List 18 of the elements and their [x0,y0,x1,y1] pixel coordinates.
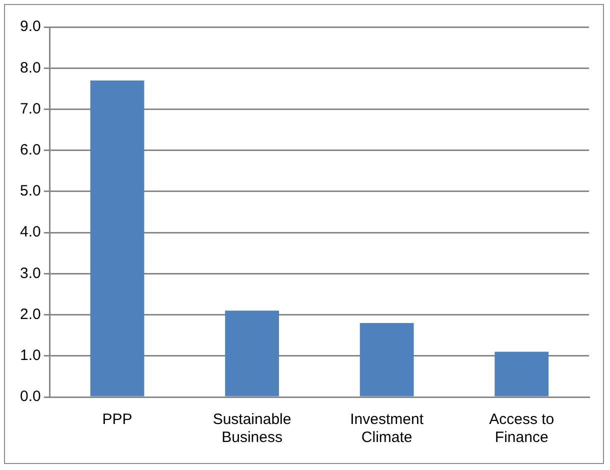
y-tick-label: 4.0 [20,224,41,241]
y-tick-label: 9.0 [20,18,41,36]
x-tick-label: Investment Climate [350,411,424,446]
y-tick-label: 6.0 [20,141,41,158]
y-tick-label: 0.0 [20,388,41,406]
y-tick-label: 8.0 [20,59,41,76]
bar [494,352,549,396]
y-tick-label: 1.0 [20,347,41,364]
bar [90,80,144,396]
y-tick-label: 2.0 [20,306,41,323]
bar [360,323,414,396]
x-tick-label: Access to Finance [489,411,554,446]
bar [225,310,279,396]
x-tick-label: PPP [102,411,132,428]
y-tick-label: 7.0 [20,100,41,118]
y-tick-label: 5.0 [20,182,41,200]
y-tick-label: 3.0 [20,264,41,282]
x-tick-label: Sustainable Business [212,411,292,446]
